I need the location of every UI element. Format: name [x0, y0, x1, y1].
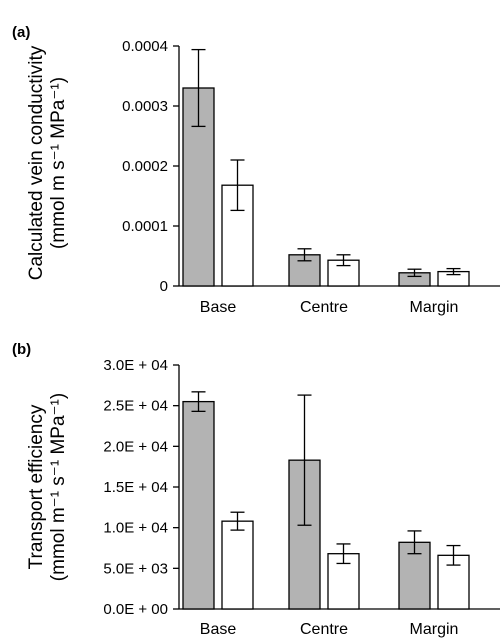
y-tick-label: 0.0001: [122, 218, 168, 235]
y-tick-label: 0.0004: [122, 38, 168, 55]
bar: [221, 520, 254, 610]
x-category-label: Base: [200, 621, 237, 638]
y-axis-label-line: (mmol m⁻¹ s⁻¹ MPa⁻¹): [48, 393, 69, 581]
y-tick-label: 0.0002: [122, 158, 168, 175]
y-tick-label: 0.0003: [122, 98, 168, 115]
x-category-label: Base: [200, 299, 237, 316]
x-category-label: Centre: [300, 299, 348, 316]
panel-label: (b): [12, 341, 31, 358]
y-tick-label: 5.0E + 03: [103, 560, 168, 577]
y-axis-label-line: Calculated vein conductivity: [26, 45, 47, 280]
x-category-label: Margin: [410, 621, 459, 638]
y-tick-label: 1.0E + 04: [103, 520, 168, 537]
y-axis-label-line: Transport efficiency: [26, 404, 47, 569]
y-tick-label: 3.0E + 04: [103, 357, 168, 374]
y-axis-label-line: (mmol m s⁻¹ MPa⁻¹): [48, 77, 69, 249]
x-category-label: Margin: [410, 299, 459, 316]
y-tick-label: 0.0E + 00: [103, 601, 168, 618]
y-tick-label: 0: [160, 278, 168, 295]
x-category-label: Centre: [300, 621, 348, 638]
bar: [182, 400, 215, 610]
y-tick-label: 2.0E + 04: [103, 438, 168, 455]
y-tick-label: 2.5E + 04: [103, 398, 168, 415]
panel-label: (a): [12, 24, 30, 41]
y-tick-label: 1.5E + 04: [103, 479, 168, 496]
